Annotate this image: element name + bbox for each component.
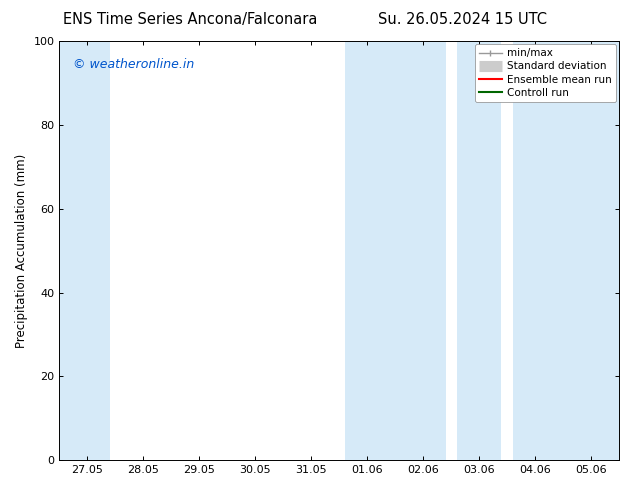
Y-axis label: Precipitation Accumulation (mm): Precipitation Accumulation (mm) — [15, 153, 28, 348]
Legend: min/max, Standard deviation, Ensemble mean run, Controll run: min/max, Standard deviation, Ensemble me… — [475, 44, 616, 102]
Bar — [345, 41, 446, 460]
Text: © weatheronline.in: © weatheronline.in — [74, 58, 195, 71]
Bar — [456, 41, 501, 460]
Text: Su. 26.05.2024 15 UTC: Su. 26.05.2024 15 UTC — [378, 12, 547, 27]
Bar — [513, 41, 619, 460]
Text: ENS Time Series Ancona/Falconara: ENS Time Series Ancona/Falconara — [63, 12, 318, 27]
Bar — [60, 41, 110, 460]
